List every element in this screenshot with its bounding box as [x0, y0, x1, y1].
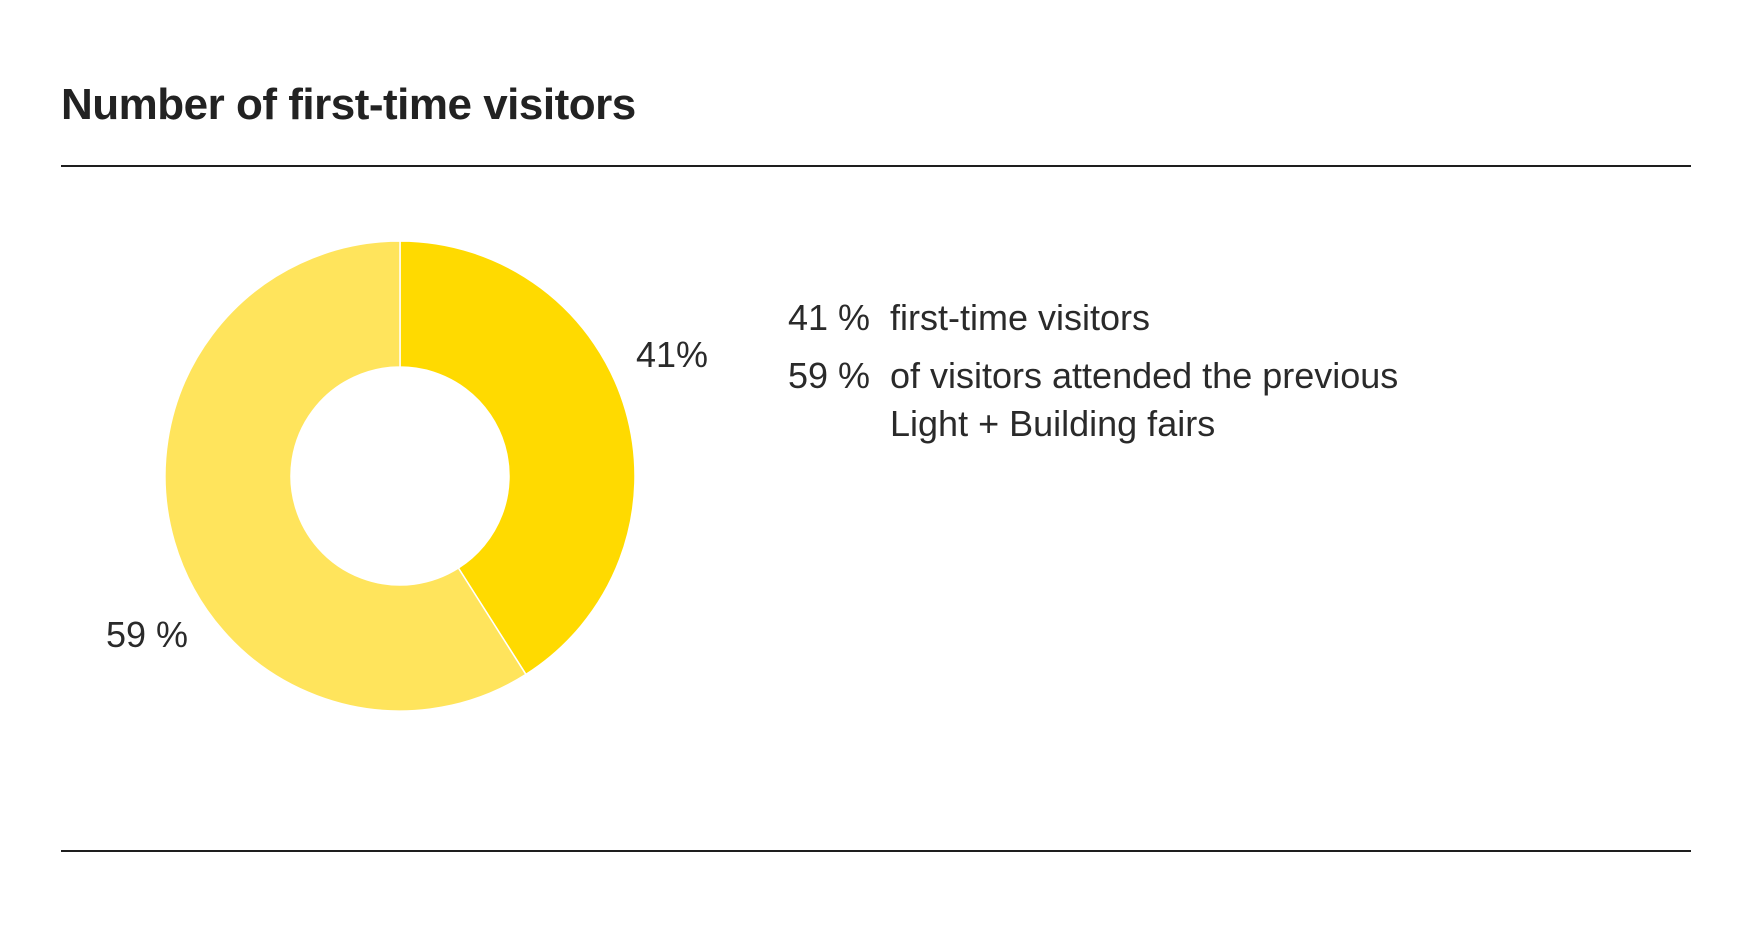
slice-label-returning: 59 %: [106, 614, 188, 655]
donut-slice-1: [399, 240, 636, 676]
chart-title: Number of first-time visitors: [61, 80, 636, 129]
legend: 41 % first-time visitors 59 % of visitor…: [788, 294, 1410, 448]
legend-item-returning: 59 % of visitors attended the previous L…: [788, 352, 1410, 448]
top-divider: [61, 165, 1691, 167]
legend-text: first-time visitors: [890, 297, 1150, 338]
legend-text: of visitors attended the previous Light …: [890, 355, 1399, 444]
bottom-divider: [61, 850, 1691, 852]
legend-item-first-time: 41 % first-time visitors: [788, 294, 1410, 342]
slice-label-first-time: 41%: [636, 334, 708, 375]
donut-slice-2: [164, 240, 527, 712]
donut-slices: [164, 240, 636, 712]
legend-pct: 59 %: [788, 355, 871, 396]
legend-pct: 41 %: [788, 297, 871, 338]
